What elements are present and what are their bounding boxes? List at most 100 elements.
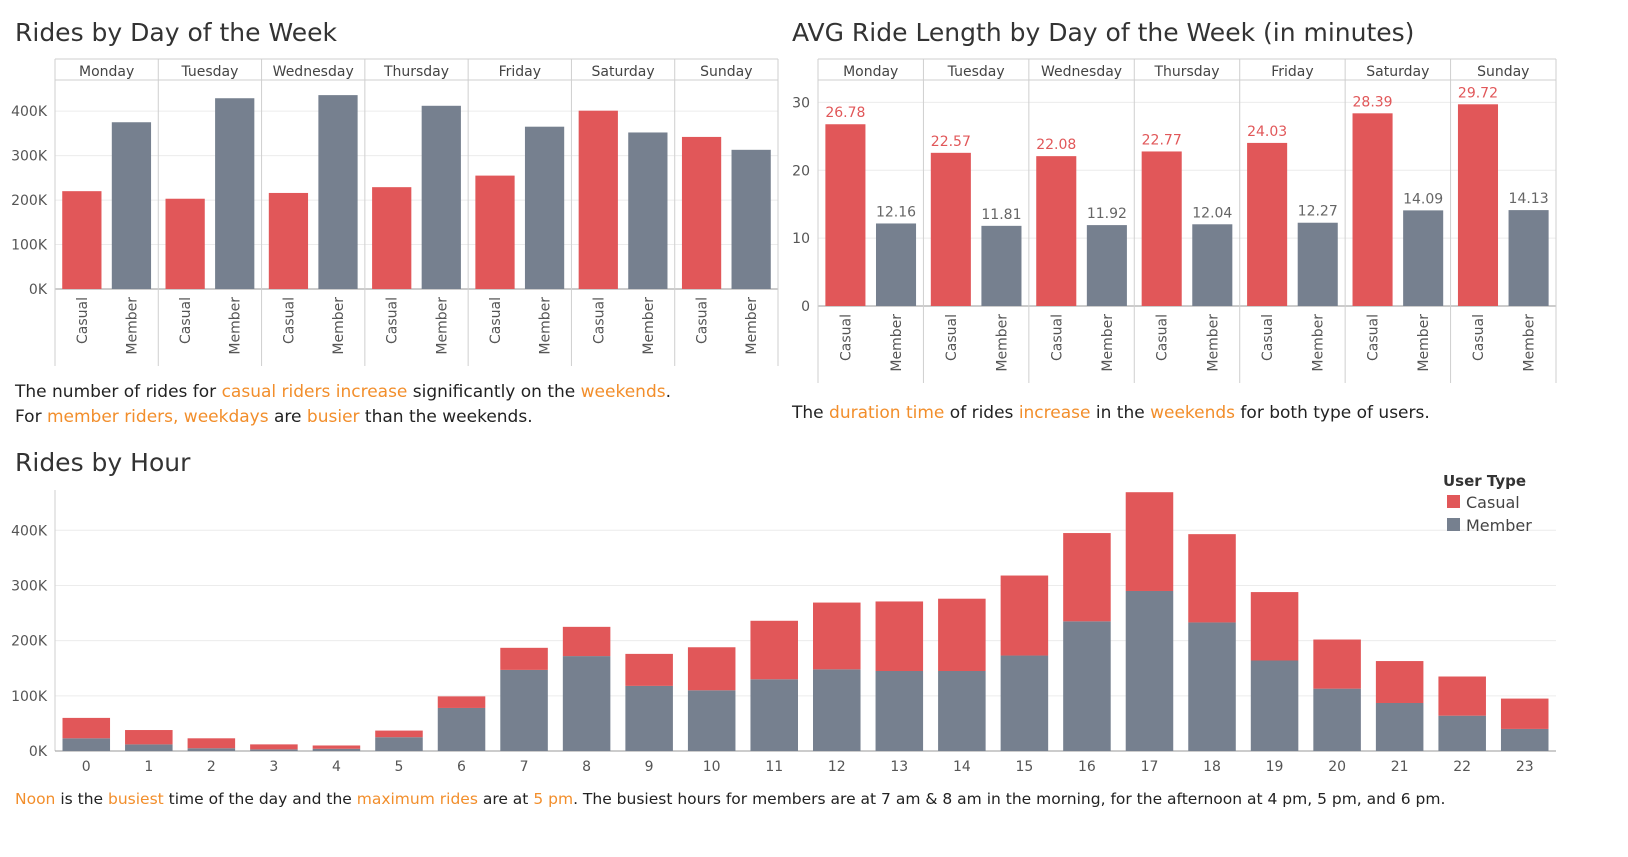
x-tick-label: 11 [765, 759, 783, 775]
bar-casual-saturday [1352, 113, 1393, 306]
bar-casual-hour-14 [938, 598, 986, 671]
x-tick-label: 17 [1141, 759, 1159, 775]
data-label: 11.92 [1087, 206, 1127, 222]
bar-casual-hour-3 [250, 744, 298, 750]
x-tick-label: Member [228, 297, 244, 355]
y-tick-label: 20 [792, 163, 810, 179]
x-tick-label: Member [434, 297, 450, 355]
x-tick-label: 7 [520, 759, 529, 775]
legend-swatch-member [1447, 518, 1460, 531]
x-tick-label: Member [641, 297, 657, 355]
panel-header-saturday: Saturday [1366, 64, 1429, 80]
bar-casual-hour-16 [1063, 533, 1111, 622]
bar-member-hour-13 [875, 670, 924, 751]
bar-casual-hour-1 [125, 730, 173, 745]
bar-member-hour-5 [375, 737, 423, 751]
bar-casual-hour-21 [1375, 661, 1424, 703]
bar-casual-hour-19 [1250, 592, 1299, 661]
bar-casual-hour-7 [500, 647, 548, 670]
bar-casual-monday [62, 191, 102, 289]
panel-header-monday: Monday [79, 64, 134, 80]
bar-member-hour-8 [562, 656, 611, 751]
chart-title-avg-ride-length: AVG Ride Length by Day of the Week (in m… [792, 18, 1415, 47]
x-tick-label: 5 [395, 759, 404, 775]
x-tick-label: 8 [582, 759, 591, 775]
bar-member-hour-10 [687, 690, 736, 751]
bar-member-hour-17 [1125, 590, 1174, 751]
bar-member-wednesday [318, 95, 358, 290]
bar-casual-tuesday [930, 152, 971, 306]
bar-casual-hour-23 [1500, 698, 1549, 729]
x-tick-label: 10 [703, 759, 721, 775]
bar-member-monday [111, 122, 152, 289]
panel-header-wednesday: Wednesday [1041, 64, 1122, 80]
panel-header-tuesday: Tuesday [947, 64, 1005, 80]
data-label: 12.04 [1192, 205, 1232, 221]
x-tick-label: Member [744, 297, 760, 355]
bar-casual-sunday [681, 136, 722, 289]
y-tick-label: 30 [792, 95, 810, 111]
panel-header-friday: Friday [1271, 64, 1313, 80]
x-tick-label: 4 [332, 759, 341, 775]
note-line: Noon is the busiest time of the day and … [15, 790, 1446, 808]
x-tick-label: 6 [457, 759, 466, 775]
note-rides-by-day: The number of rides for casual riders in… [15, 380, 671, 430]
x-tick-label: 13 [890, 759, 908, 775]
panel-header-thursday: Thursday [1153, 64, 1219, 80]
bar-member-tuesday [215, 98, 255, 289]
y-tick-label: 0K [29, 744, 48, 760]
bar-casual-hour-2 [187, 738, 236, 749]
bar-casual-thursday [1141, 151, 1182, 306]
bar-casual-hour-5 [375, 730, 423, 738]
bar-member-hour-15 [1000, 655, 1049, 751]
x-tick-label: 18 [1203, 759, 1221, 775]
x-tick-label: Casual [281, 297, 297, 344]
x-tick-label: Casual [695, 297, 711, 344]
bar-casual-friday [475, 175, 515, 289]
note-rides-by-hour: Noon is the busiest time of the day and … [15, 787, 1445, 812]
bar-casual-hour-10 [687, 647, 736, 691]
x-tick-label: Member [1100, 314, 1116, 372]
bar-member-hour-0 [62, 738, 111, 751]
data-label: 22.57 [931, 134, 971, 150]
bar-member-hour-12 [813, 669, 861, 751]
data-label: 22.77 [1142, 132, 1182, 148]
bar-member-hour-19 [1250, 660, 1299, 751]
x-tick-label: Member [1416, 314, 1432, 372]
panel-header-tuesday: Tuesday [180, 64, 238, 80]
bar-member-tuesday [981, 225, 1022, 306]
bar-member-hour-23 [1500, 728, 1549, 751]
x-tick-label: Casual [1049, 314, 1065, 361]
bar-casual-wednesday [268, 192, 309, 289]
x-tick-label: Member [1522, 314, 1538, 372]
bar-member-hour-14 [938, 670, 986, 751]
x-tick-label: Casual [178, 297, 194, 344]
bar-member-friday [1297, 222, 1338, 306]
x-tick-label: 9 [645, 759, 654, 775]
y-tick-label: 200K [11, 193, 48, 209]
x-tick-label: 16 [1078, 759, 1096, 775]
bar-member-hour-3 [250, 749, 298, 751]
bar-member-hour-6 [437, 707, 486, 751]
x-tick-label: 20 [1328, 759, 1346, 775]
bar-member-hour-20 [1313, 688, 1361, 751]
panel-header-saturday: Saturday [592, 64, 655, 80]
bar-casual-thursday [372, 187, 412, 289]
bar-casual-monday [825, 124, 866, 306]
bar-casual-hour-9 [625, 653, 673, 686]
bar-casual-friday [1247, 142, 1288, 306]
x-tick-label: Casual [591, 297, 607, 344]
x-tick-label: 22 [1453, 759, 1471, 775]
x-tick-label: 12 [828, 759, 846, 775]
bar-casual-hour-6 [437, 696, 486, 708]
x-tick-label: 14 [953, 759, 971, 775]
data-label: 12.16 [876, 204, 916, 220]
bar-member-wednesday [1086, 225, 1127, 306]
y-tick-label: 10 [792, 231, 810, 247]
x-tick-label: Casual [75, 297, 91, 344]
bar-member-hour-16 [1063, 621, 1111, 751]
bar-casual-hour-8 [562, 626, 611, 657]
x-tick-label: Member [124, 297, 140, 355]
